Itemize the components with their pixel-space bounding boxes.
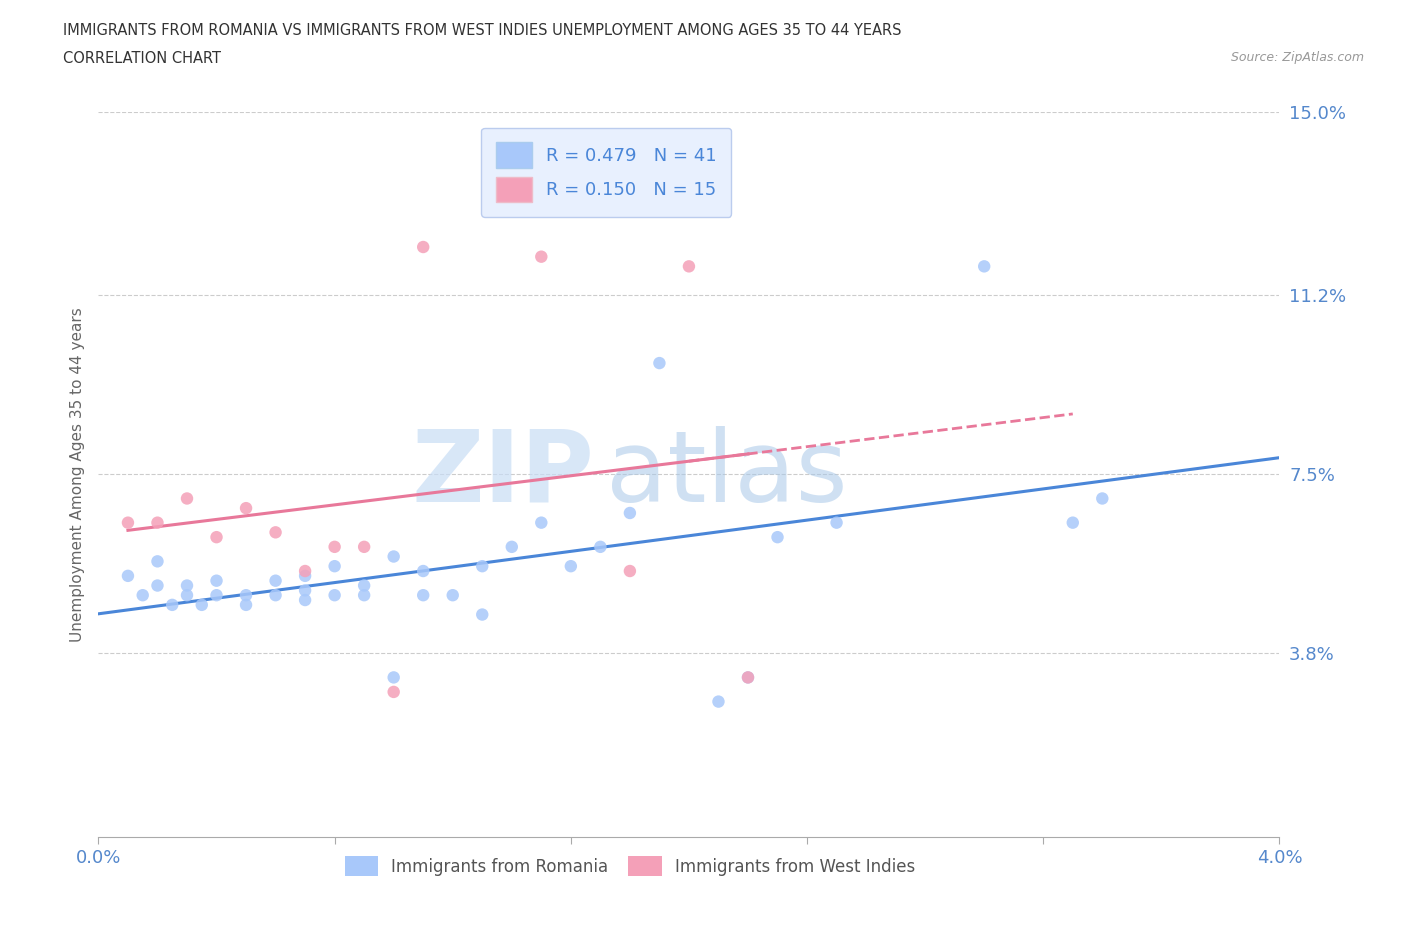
Point — [766, 530, 789, 545]
Point — [294, 592, 316, 607]
Point — [264, 588, 287, 603]
Point — [589, 539, 612, 554]
Point — [382, 670, 405, 684]
Point — [176, 491, 198, 506]
Point — [737, 670, 759, 684]
Point — [146, 578, 169, 593]
Point — [501, 539, 523, 554]
Point — [264, 573, 287, 588]
Point — [205, 588, 228, 603]
Point — [235, 500, 257, 515]
Point — [648, 355, 671, 370]
Point — [146, 515, 169, 530]
Point — [737, 670, 759, 684]
Point — [382, 684, 405, 699]
Point — [294, 564, 316, 578]
Point — [132, 588, 155, 603]
Point — [382, 549, 405, 564]
Text: Source: ZipAtlas.com: Source: ZipAtlas.com — [1230, 51, 1364, 64]
Point — [560, 559, 582, 574]
Y-axis label: Unemployment Among Ages 35 to 44 years: Unemployment Among Ages 35 to 44 years — [69, 307, 84, 642]
Point — [412, 564, 434, 578]
Text: ZIP: ZIP — [412, 426, 595, 523]
Text: atlas: atlas — [606, 426, 848, 523]
Point — [294, 568, 316, 583]
Point — [323, 588, 346, 603]
Point — [235, 588, 257, 603]
Point — [176, 588, 198, 603]
Point — [678, 259, 700, 273]
Point — [530, 249, 553, 264]
Point — [353, 578, 375, 593]
Point — [205, 530, 228, 545]
Point — [191, 597, 214, 612]
Text: CORRELATION CHART: CORRELATION CHART — [63, 51, 221, 66]
Point — [146, 554, 169, 569]
Point — [117, 515, 139, 530]
Point — [353, 539, 375, 554]
Legend: Immigrants from Romania, Immigrants from West Indies: Immigrants from Romania, Immigrants from… — [337, 849, 922, 884]
Point — [619, 564, 641, 578]
Point — [294, 583, 316, 598]
Point — [264, 525, 287, 539]
Point — [323, 539, 346, 554]
Point — [530, 515, 553, 530]
Point — [441, 588, 464, 603]
Point — [825, 515, 848, 530]
Point — [1091, 491, 1114, 506]
Point — [412, 588, 434, 603]
Point — [176, 578, 198, 593]
Point — [1062, 515, 1084, 530]
Point — [973, 259, 995, 273]
Point — [162, 597, 183, 612]
Text: IMMIGRANTS FROM ROMANIA VS IMMIGRANTS FROM WEST INDIES UNEMPLOYMENT AMONG AGES 3: IMMIGRANTS FROM ROMANIA VS IMMIGRANTS FR… — [63, 23, 901, 38]
Point — [323, 559, 346, 574]
Point — [353, 588, 375, 603]
Point — [707, 694, 730, 709]
Point — [471, 607, 494, 622]
Point — [412, 240, 434, 255]
Point — [235, 597, 257, 612]
Point — [117, 568, 139, 583]
Point — [205, 573, 228, 588]
Point — [471, 559, 494, 574]
Point — [619, 506, 641, 521]
